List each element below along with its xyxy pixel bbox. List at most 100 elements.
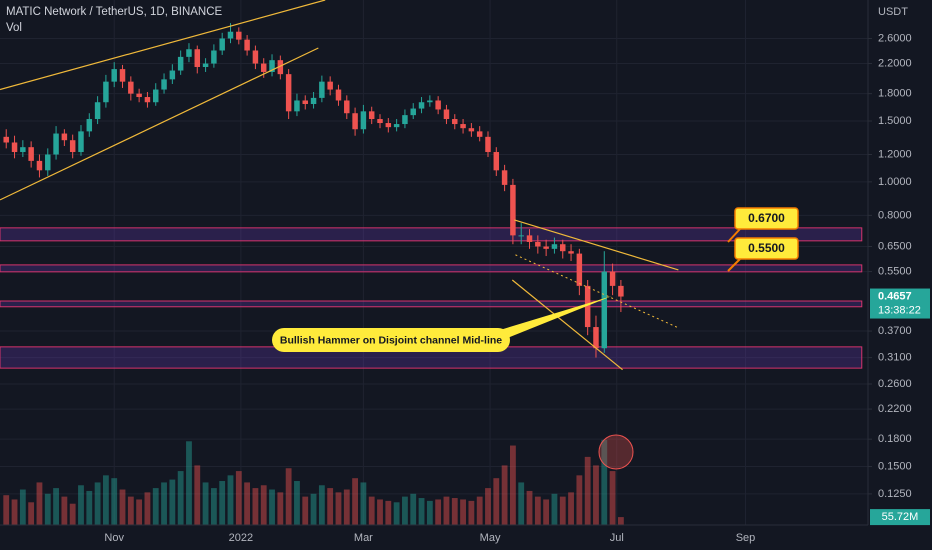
candle-body xyxy=(335,89,342,101)
y-tick-label: 1.5000 xyxy=(878,115,912,127)
x-tick-label: Sep xyxy=(736,532,756,544)
callout-text: 0.6700 xyxy=(748,211,785,225)
callout-pointer xyxy=(727,228,741,243)
volume-bar xyxy=(210,488,217,525)
volume-bar xyxy=(53,488,59,525)
volume-bar xyxy=(285,468,292,525)
candle-body xyxy=(260,63,267,72)
candle-body xyxy=(136,93,142,98)
volume-bar xyxy=(169,479,176,525)
y-tick-label: 0.1250 xyxy=(878,488,912,500)
candle-body xyxy=(593,327,599,349)
volume-bar xyxy=(61,496,68,525)
candles xyxy=(3,23,624,358)
volume-bar xyxy=(468,500,475,525)
candle-body xyxy=(153,89,159,103)
candle-body xyxy=(194,49,201,67)
candle-body xyxy=(236,31,242,40)
callout-text: Bullish Hammer on Disjoint channel Mid-l… xyxy=(280,334,502,346)
volume-bar xyxy=(219,481,226,525)
volume-bar xyxy=(136,499,143,525)
candle-body xyxy=(551,244,558,249)
candle-body xyxy=(244,39,250,51)
volume-bar xyxy=(485,488,491,525)
candle-body xyxy=(510,184,516,236)
candle-body xyxy=(302,100,308,105)
candle-body xyxy=(543,246,549,249)
candle-body xyxy=(485,136,491,153)
volume-bar xyxy=(352,478,358,525)
y-tick-label: 0.8000 xyxy=(878,209,912,221)
candle-body xyxy=(186,49,192,57)
candle-body xyxy=(285,74,292,112)
trendline xyxy=(0,47,319,201)
candle-body xyxy=(443,109,450,120)
volume-bar xyxy=(593,465,599,525)
candle-body xyxy=(618,285,624,297)
candle-body xyxy=(584,285,591,328)
candle-body xyxy=(69,140,76,153)
callout-box xyxy=(734,207,799,230)
candle-body xyxy=(385,123,392,128)
candle-body xyxy=(393,124,400,128)
volume-bar xyxy=(451,498,458,525)
candle-body xyxy=(252,50,259,64)
candle-body xyxy=(128,81,134,94)
volume-bar xyxy=(11,499,18,525)
axes: 2.6000 2.2000 1.8000 1.5000 1.2000 1.0000 0.80… xyxy=(104,32,930,544)
candle-body xyxy=(501,170,508,185)
volume-bar xyxy=(443,496,450,525)
candle-body xyxy=(61,133,68,141)
y-tick-label: 0.1500 xyxy=(878,460,912,472)
candle-body xyxy=(219,38,225,51)
volume-bar xyxy=(460,499,466,525)
volume-bar xyxy=(3,495,10,525)
y-tick-label: 0.5500 xyxy=(878,265,912,277)
candle-body xyxy=(36,160,43,171)
candle-body xyxy=(344,100,350,114)
candle-body xyxy=(277,60,284,75)
volume-bar xyxy=(186,441,192,525)
volume-bar xyxy=(194,465,201,525)
candle-body xyxy=(568,251,574,254)
volume-bar xyxy=(510,445,516,525)
volume-bar xyxy=(402,496,408,525)
volume-bar xyxy=(127,496,134,525)
volume-bar xyxy=(111,478,118,525)
volume-bar xyxy=(202,482,209,525)
candle-body xyxy=(177,56,184,71)
grid xyxy=(0,0,868,525)
x-tick-label: Nov xyxy=(104,532,124,544)
volume-bar xyxy=(152,488,159,525)
volume-bar xyxy=(318,485,325,525)
candle-body xyxy=(609,271,616,286)
volume-bar xyxy=(559,496,566,525)
candle-body xyxy=(227,31,234,39)
x-tick-label: May xyxy=(480,532,501,544)
volume-bar xyxy=(501,465,508,525)
volume-bar xyxy=(385,500,392,525)
y-tick-label: 2.6000 xyxy=(878,32,912,44)
candle-body xyxy=(3,136,9,143)
candle-body xyxy=(144,97,151,103)
volume-bar xyxy=(28,502,35,525)
volume-bar xyxy=(119,489,126,525)
callout-pointer xyxy=(727,258,741,272)
candle-body xyxy=(535,241,541,247)
zones xyxy=(0,227,863,369)
volume-bar xyxy=(493,478,500,525)
volume-bar xyxy=(368,496,375,525)
candle-body xyxy=(460,124,466,129)
volume-bar xyxy=(343,489,350,525)
y-tick-label: 0.3700 xyxy=(878,325,912,337)
candle-body xyxy=(111,69,117,82)
unit-label: USDT xyxy=(878,6,908,18)
candle-body xyxy=(319,81,325,98)
y-tick-label: 2.2000 xyxy=(878,57,912,69)
candle-body xyxy=(576,253,583,286)
candle-body xyxy=(20,147,26,153)
price-zone xyxy=(0,300,863,308)
volume-bar xyxy=(44,493,51,525)
volume-bar xyxy=(86,490,93,525)
